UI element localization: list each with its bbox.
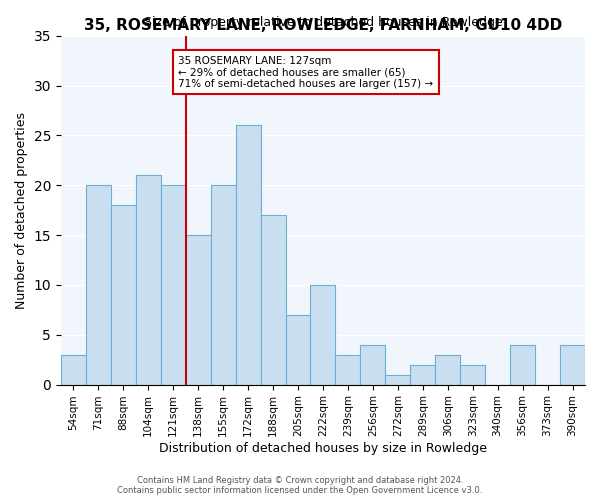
Bar xyxy=(460,364,485,384)
Bar xyxy=(510,344,535,385)
Bar xyxy=(385,374,410,384)
Text: Size of property relative to detached houses in Rowledge: Size of property relative to detached ho… xyxy=(143,16,502,28)
Bar xyxy=(185,235,211,384)
Title: 35, ROSEMARY LANE, ROWLEDGE, FARNHAM, GU10 4DD: 35, ROSEMARY LANE, ROWLEDGE, FARNHAM, GU… xyxy=(84,18,562,33)
Bar xyxy=(61,354,86,384)
X-axis label: Distribution of detached houses by size in Rowledge: Distribution of detached houses by size … xyxy=(159,442,487,455)
Text: Contains HM Land Registry data © Crown copyright and database right 2024.
Contai: Contains HM Land Registry data © Crown c… xyxy=(118,476,482,495)
Bar xyxy=(361,344,385,385)
Bar xyxy=(310,285,335,384)
Bar xyxy=(86,185,111,384)
Bar xyxy=(410,364,435,384)
Bar xyxy=(260,215,286,384)
Bar xyxy=(435,354,460,384)
Text: 35 ROSEMARY LANE: 127sqm
← 29% of detached houses are smaller (65)
71% of semi-d: 35 ROSEMARY LANE: 127sqm ← 29% of detach… xyxy=(178,56,433,89)
Bar xyxy=(211,185,236,384)
Bar xyxy=(335,354,361,384)
Y-axis label: Number of detached properties: Number of detached properties xyxy=(15,112,28,308)
Bar xyxy=(161,185,185,384)
Bar xyxy=(136,176,161,384)
Bar xyxy=(236,126,260,384)
Bar xyxy=(286,315,310,384)
Bar xyxy=(560,344,585,385)
Bar xyxy=(111,205,136,384)
